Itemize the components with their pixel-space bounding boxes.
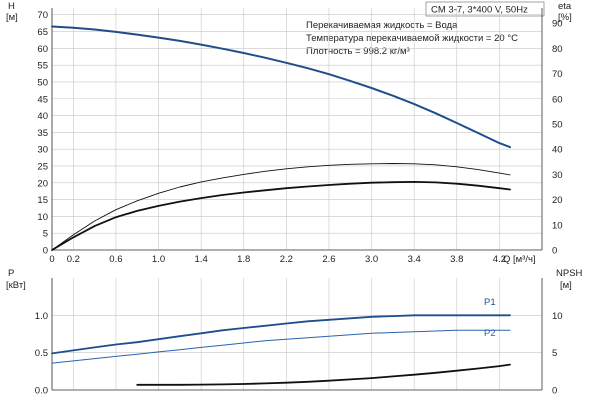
y-tick-0-1: 5 xyxy=(43,229,48,240)
x-tick-0: 0 xyxy=(49,254,54,265)
series-eta xyxy=(51,163,511,251)
y2-tick-0-2: 20 xyxy=(552,195,563,206)
y-tick-0-3: 15 xyxy=(37,195,48,206)
y-tick-0-14: 70 xyxy=(37,10,48,21)
y-tick-0-13: 65 xyxy=(37,27,48,38)
x-tick-11: 4.2 xyxy=(493,254,506,265)
y-tick-0-9: 45 xyxy=(37,94,48,105)
model-label: CM 3-7, 3*400 V, 50Hz xyxy=(431,5,528,16)
top-y-label: H xyxy=(8,1,15,12)
y-tick-0-4: 20 xyxy=(37,178,48,189)
y2-tick-0-0: 0 xyxy=(552,246,557,257)
x-tick-8: 3.0 xyxy=(365,254,378,265)
x-tick-6: 2.2 xyxy=(280,254,293,265)
top-x-label: Q xyxy=(503,254,510,265)
y-tick-0-6: 30 xyxy=(37,145,48,156)
series-NPSH xyxy=(136,363,511,386)
y2-tick-1-2: 10 xyxy=(552,311,563,322)
x-tick-7: 2.6 xyxy=(322,254,335,265)
y2-tick-0-9: 90 xyxy=(552,19,563,30)
series-P1 xyxy=(51,314,511,355)
y2-tick-1-0: 0 xyxy=(552,386,557,397)
y-tick-0-0: 0 xyxy=(43,246,48,257)
note-temperature: Температура перекачиваемой жидкости = 20… xyxy=(306,33,518,44)
x-tick-4: 1.4 xyxy=(195,254,208,265)
bottom-y-label: P xyxy=(8,268,14,279)
y2-tick-0-5: 50 xyxy=(552,119,563,130)
series-P2 xyxy=(51,329,511,364)
note-density: Плотность = 998.2 кг/м³ xyxy=(306,46,410,57)
y-tick-1-2: 1.0 xyxy=(35,311,48,322)
x-tick-2: 0.6 xyxy=(109,254,122,265)
x-tick-9: 3.4 xyxy=(408,254,421,265)
y2-tick-0-3: 30 xyxy=(552,170,563,181)
y-tick-0-10: 50 xyxy=(37,77,48,88)
y-tick-1-1: 0.5 xyxy=(35,348,48,359)
bottom-y2-unit: [м] xyxy=(560,280,572,291)
y2-tick-1-1: 5 xyxy=(552,348,557,359)
note-fluid: Перекачиваемая жидкость = Вода xyxy=(306,20,458,31)
top-y2-unit: [%] xyxy=(558,12,572,23)
x-tick-10: 3.8 xyxy=(450,254,463,265)
y2-tick-0-7: 70 xyxy=(552,69,563,80)
x-tick-3: 1.0 xyxy=(152,254,165,265)
y2-tick-0-8: 80 xyxy=(552,44,563,55)
model-box xyxy=(425,1,545,17)
y-tick-0-12: 60 xyxy=(37,44,48,55)
legend-p1: P1 xyxy=(484,297,496,308)
legend-p2: P2 xyxy=(484,328,496,339)
bottom-y2-label: NPSH xyxy=(556,268,583,279)
y-tick-0-7: 35 xyxy=(37,128,48,139)
top-y-unit: [м] xyxy=(6,12,18,23)
top-x-unit: [м³/ч] xyxy=(513,254,536,265)
series-H xyxy=(51,25,511,149)
y2-tick-0-1: 10 xyxy=(552,220,563,231)
y-tick-0-5: 25 xyxy=(37,161,48,172)
y-tick-0-8: 40 xyxy=(37,111,48,122)
top-y2-label: eta xyxy=(558,1,572,12)
y-tick-1-0: 0.0 xyxy=(35,386,48,397)
x-tick-1: 0.2 xyxy=(67,254,80,265)
x-tick-5: 1.8 xyxy=(237,254,250,265)
y2-tick-0-6: 60 xyxy=(552,94,563,105)
y2-tick-0-4: 40 xyxy=(552,145,563,156)
y-tick-0-11: 55 xyxy=(37,61,48,72)
series-eta_total xyxy=(51,181,511,251)
bottom-y-unit: [кВт] xyxy=(6,280,26,291)
y-tick-0-2: 10 xyxy=(37,212,48,223)
